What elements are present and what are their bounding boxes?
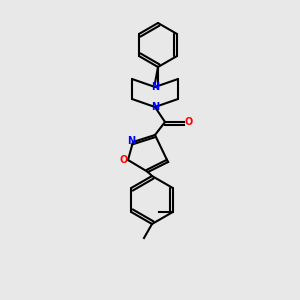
Text: O: O [185, 117, 193, 127]
Text: N: N [151, 82, 159, 92]
Text: N: N [127, 136, 135, 146]
Text: O: O [120, 155, 128, 165]
Text: N: N [151, 102, 159, 112]
